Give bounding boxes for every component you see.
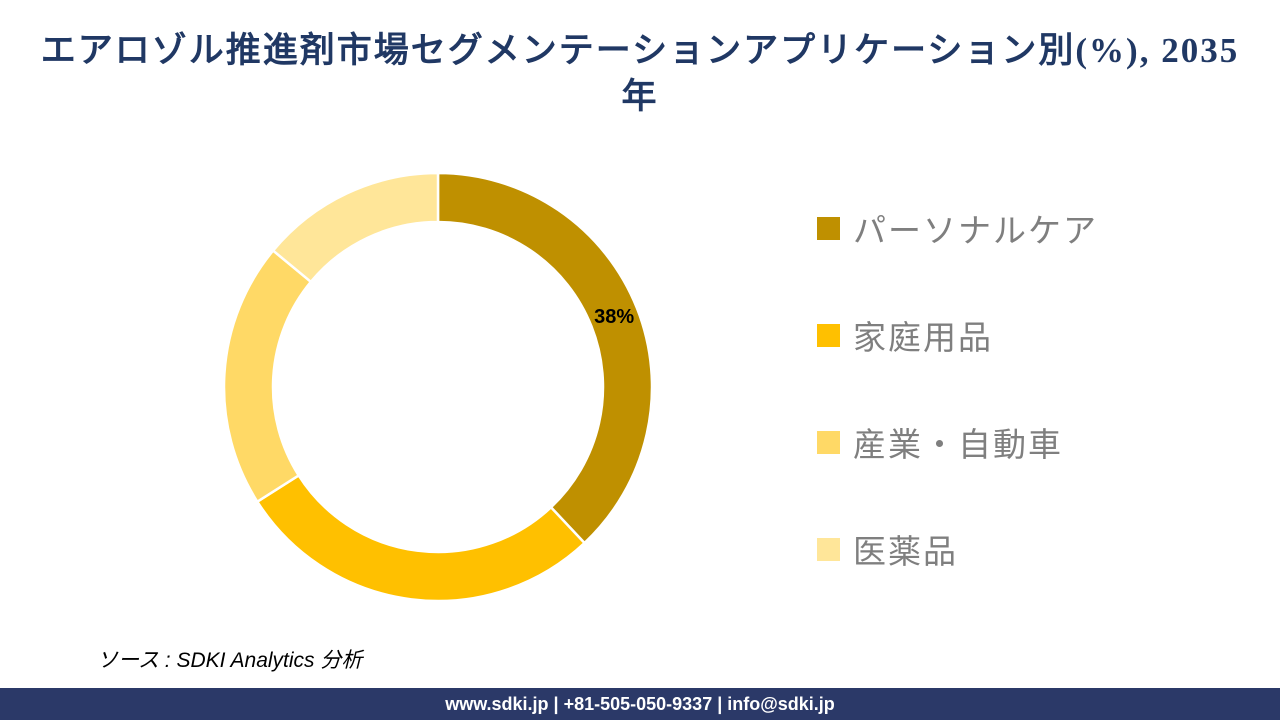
footer-contact-text: www.sdki.jp | +81-505-050-9337 | info@sd…: [445, 693, 835, 714]
footer-bar: www.sdki.jp | +81-505-050-9337 | info@sd…: [0, 688, 1280, 720]
legend-label: 産業・自動車: [853, 426, 1063, 463]
chart-legend: パーソナルケア 家庭用品産業・自動車 医薬品: [817, 205, 1098, 633]
donut-data-label-0: 38%: [594, 306, 634, 328]
source-note: ソース : SDKI Analytics 分析: [97, 649, 363, 672]
legend-item-0: パーソナルケア: [817, 205, 1098, 251]
legend-label: 医薬品: [853, 533, 958, 570]
donut-segment-1: [256, 474, 586, 603]
legend-swatch-icon: [817, 216, 840, 240]
legend-label: パーソナルケア: [853, 212, 1098, 249]
legend-item-1: 家庭用品: [817, 312, 1098, 358]
legend-swatch-icon: [817, 430, 840, 454]
chart-title-line1: エアロゾル推進剤市場セグメンテーションアプリケーション別(%), 2035: [40, 31, 1240, 70]
chart-title-line2: 年: [621, 77, 659, 116]
donut-segment-0: [436, 171, 654, 545]
chart-title: エアロゾル推進剤市場セグメンテーションアプリケーション別(%), 2035 年: [0, 28, 1280, 120]
legend-swatch-icon: [817, 537, 840, 561]
donut-segment-3: [271, 171, 440, 284]
donut-chart: 38%: [222, 171, 654, 603]
legend-label: 家庭用品: [853, 319, 993, 356]
legend-swatch-icon: [817, 323, 840, 347]
legend-item-2: 産業・自動車: [817, 419, 1098, 465]
legend-item-3: 医薬品: [817, 526, 1098, 572]
donut-segment-2: [222, 249, 313, 503]
